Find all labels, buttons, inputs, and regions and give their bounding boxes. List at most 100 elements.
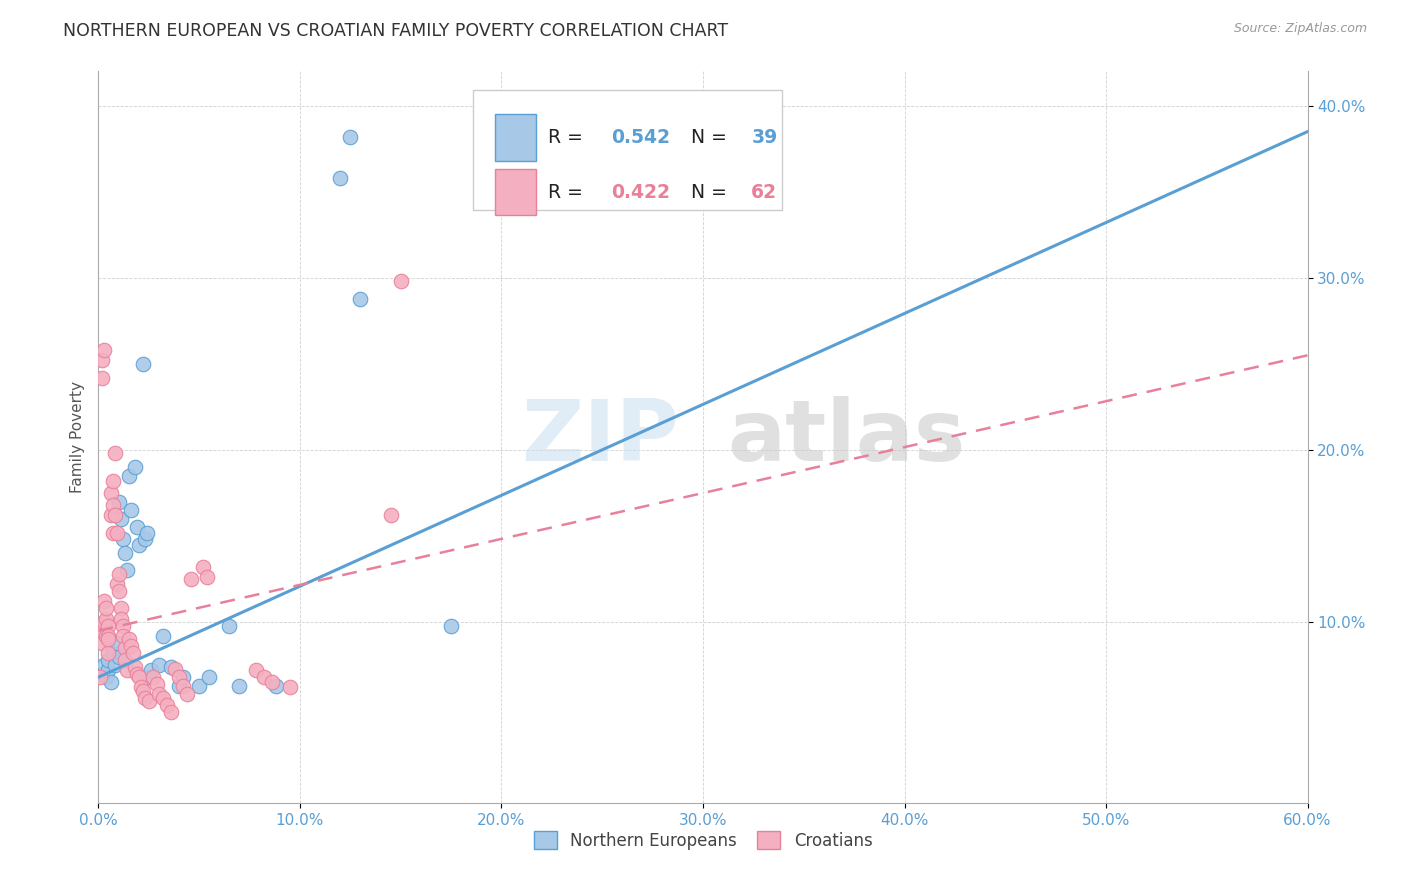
Point: [103, 446, 125, 460]
Point: [198, 670, 221, 684]
Point: [100, 486, 122, 500]
Point: [264, 679, 287, 693]
Point: [176, 687, 198, 701]
Point: [93, 658, 115, 673]
Point: [132, 684, 155, 698]
Point: [103, 658, 125, 673]
Point: [260, 675, 283, 690]
Point: [440, 618, 463, 632]
Point: [160, 660, 183, 674]
Point: [105, 525, 128, 540]
Point: [101, 498, 124, 512]
Point: [228, 679, 250, 693]
Point: [167, 670, 190, 684]
Legend: Northern Europeans, Croatians: Northern Europeans, Croatians: [527, 824, 879, 856]
Point: [148, 687, 170, 701]
Point: [114, 546, 136, 560]
FancyBboxPatch shape: [495, 169, 536, 216]
Point: [91, 636, 114, 650]
Point: [107, 584, 129, 599]
Point: [118, 632, 141, 647]
Point: [91, 666, 114, 681]
Point: [160, 705, 183, 719]
Point: [111, 618, 134, 632]
Point: [193, 560, 215, 574]
Point: [152, 690, 174, 705]
Point: [96, 601, 118, 615]
Point: [389, 274, 412, 288]
Point: [129, 681, 152, 695]
Point: [180, 572, 202, 586]
Point: [339, 129, 361, 144]
Point: [380, 508, 402, 523]
Point: [100, 675, 122, 690]
Point: [142, 670, 165, 684]
Point: [96, 612, 118, 626]
Point: [110, 512, 132, 526]
Point: [115, 663, 138, 677]
Point: [139, 663, 162, 677]
Point: [107, 649, 129, 664]
Point: [93, 594, 115, 608]
Point: [138, 670, 160, 684]
Point: [111, 533, 134, 547]
Point: [146, 677, 169, 691]
Point: [329, 171, 352, 186]
Point: [107, 566, 129, 581]
Point: [115, 564, 138, 578]
Point: [195, 570, 218, 584]
Point: [218, 618, 240, 632]
Point: [124, 660, 146, 674]
Point: [135, 525, 157, 540]
Text: 39: 39: [751, 128, 778, 146]
FancyBboxPatch shape: [495, 114, 536, 161]
Point: [105, 636, 128, 650]
Point: [91, 624, 114, 638]
Point: [103, 508, 125, 523]
Point: [167, 679, 190, 693]
Point: [97, 663, 120, 677]
Point: [110, 612, 132, 626]
Text: Source: ZipAtlas.com: Source: ZipAtlas.com: [1233, 22, 1367, 36]
Point: [97, 632, 120, 647]
Point: [253, 670, 276, 684]
Point: [111, 629, 134, 643]
Point: [148, 658, 170, 673]
Point: [97, 629, 120, 643]
Point: [114, 653, 136, 667]
Point: [152, 629, 174, 643]
Point: [128, 538, 150, 552]
Point: [172, 670, 194, 684]
Point: [91, 370, 114, 384]
Point: [101, 474, 124, 488]
Text: R =: R =: [548, 128, 589, 146]
Point: [93, 615, 115, 629]
Text: N =: N =: [679, 183, 733, 202]
Point: [172, 679, 194, 693]
Point: [125, 666, 148, 681]
Point: [118, 468, 141, 483]
Point: [132, 357, 155, 371]
Point: [134, 690, 156, 705]
Text: R =: R =: [548, 183, 589, 202]
Point: [278, 681, 301, 695]
Point: [245, 663, 267, 677]
Point: [89, 670, 111, 684]
Point: [110, 601, 132, 615]
Point: [105, 577, 128, 591]
Point: [91, 353, 114, 368]
Text: atlas: atlas: [727, 395, 966, 479]
Point: [349, 292, 371, 306]
Point: [156, 698, 179, 712]
Text: 0.542: 0.542: [612, 128, 671, 146]
Point: [97, 646, 120, 660]
Point: [100, 508, 122, 523]
Point: [163, 662, 186, 676]
Text: 62: 62: [751, 183, 778, 202]
Point: [121, 646, 143, 660]
Point: [97, 653, 120, 667]
Point: [107, 494, 129, 508]
Text: N =: N =: [679, 128, 733, 146]
Y-axis label: Family Poverty: Family Poverty: [69, 381, 84, 493]
Point: [128, 670, 150, 684]
